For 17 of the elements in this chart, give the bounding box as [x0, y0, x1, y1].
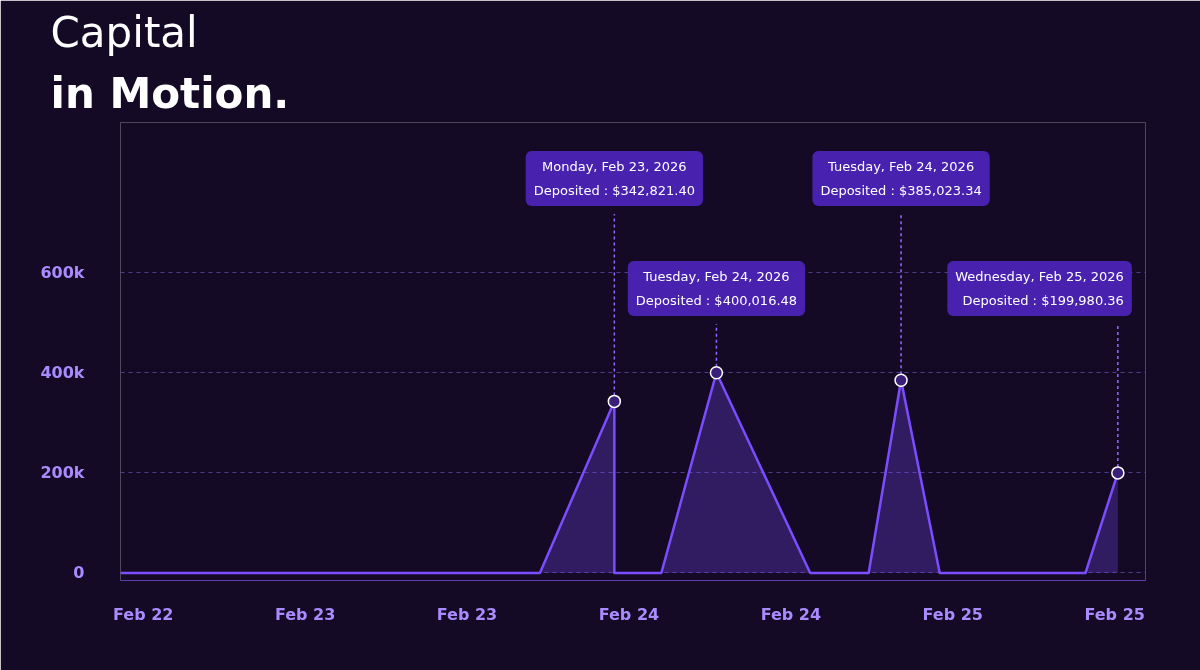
annotation: Tuesday, Feb 24, 2026 Deposited : $385,023.34 [820, 159, 982, 199]
x-tick-label: Feb 23 [436, 604, 498, 624]
y-tick-label: 600k [40, 263, 85, 283]
y-tick-label: 400k [40, 363, 85, 383]
annotation: Wednesday, Feb 25, 2026 Deposited : $199,980.36 [955, 269, 1124, 309]
annotation: Monday, Feb 23, 2026 Deposited : $342,821.40 [533, 159, 695, 199]
x-tick-label: Feb 23 [274, 604, 336, 624]
annotation: Tuesday, Feb 24, 2026 Deposited : $400,016.48 [635, 269, 798, 309]
x-tick-label: Feb 25 [922, 604, 983, 624]
x-tick-label: Feb 25 [1084, 604, 1145, 624]
y-tick-label: 200k [40, 463, 85, 483]
chart-subtitle: in Motion. [50, 68, 290, 118]
x-tick-label: Feb 24 [760, 604, 822, 624]
x-tick-label: Feb 24 [598, 604, 660, 624]
chart-title: Capital [50, 7, 198, 57]
y-tick-label: 0 [73, 563, 85, 583]
x-tick-label: Feb 22 [113, 604, 174, 624]
